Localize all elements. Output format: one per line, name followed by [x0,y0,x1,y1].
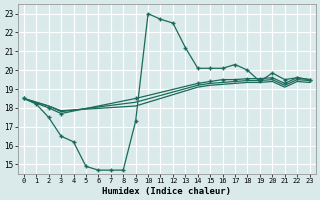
X-axis label: Humidex (Indice chaleur): Humidex (Indice chaleur) [102,187,231,196]
